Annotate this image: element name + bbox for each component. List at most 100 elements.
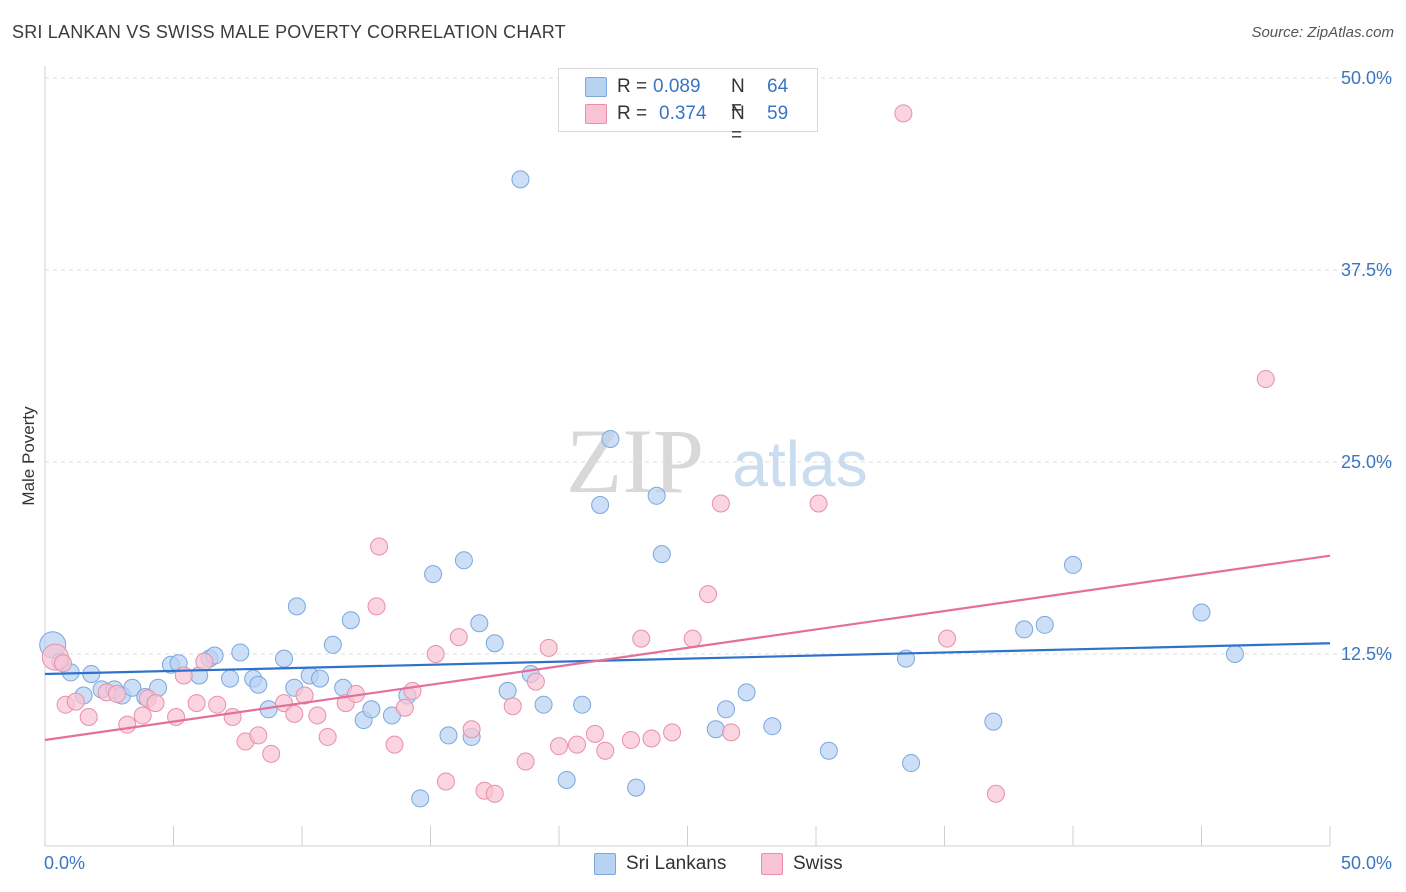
swiss-point <box>66 692 85 711</box>
sri-lankans-point <box>439 726 458 745</box>
sri-lankans-point <box>485 634 504 653</box>
swiss-point <box>986 784 1005 803</box>
sri-lankans-trend-line <box>44 642 1331 676</box>
swiss-swatch <box>585 104 607 124</box>
watermark-zip: ZIP <box>566 410 704 512</box>
swiss-point <box>385 735 404 754</box>
sri-lankans-point <box>984 712 1003 731</box>
legend-r-label: R = <box>617 76 653 97</box>
trend-lines <box>44 554 1331 742</box>
swiss-point <box>295 686 314 705</box>
swiss-point <box>223 707 242 726</box>
zipatlas-watermark: ZIP atlas <box>566 410 868 512</box>
sri-lankans-point <box>511 170 530 189</box>
swiss-point <box>449 628 468 647</box>
swiss-point <box>133 706 152 725</box>
swiss-point <box>118 715 137 734</box>
chart-title: SRI LANKAN VS SWISS MALE POVERTY CORRELA… <box>12 22 566 42</box>
swiss-point <box>370 537 389 556</box>
swiss-point <box>395 698 414 717</box>
axis-labels: 12.5% 25.0% 37.5% 50.0% 0.0% 50.0% <box>44 68 1392 873</box>
series-label-sri-lankans: Sri Lankans <box>626 853 727 874</box>
series-label-swiss: Swiss <box>793 853 843 874</box>
swiss-trend-line <box>44 554 1331 742</box>
sri-lankans-swatch <box>594 853 616 875</box>
sri-lankans-point <box>341 611 360 630</box>
sri-lankans-point <box>534 695 553 714</box>
swiss-point <box>722 723 741 742</box>
legend-r-label: R = <box>617 103 653 124</box>
x-tick-label: 50.0% <box>1341 853 1392 873</box>
sri-lankans-point <box>591 496 610 515</box>
correlation-legend: R = 0.089 N = 64 R = 0.374 N = 59 <box>558 68 818 146</box>
legend-n-value: 64 <box>767 76 789 97</box>
sri-lankans-point <box>1225 645 1244 663</box>
sri-lankans-point <box>310 669 329 688</box>
sri-lankans-point <box>819 741 838 760</box>
sri-lankans-point <box>1064 555 1082 574</box>
sri-lankans-point <box>323 635 342 654</box>
sri-lankans-point <box>498 681 517 700</box>
swiss-point <box>249 726 268 745</box>
axes <box>44 66 1331 847</box>
swiss-point <box>208 695 227 714</box>
swiss-point <box>318 727 337 746</box>
sri-lankans-point <box>601 429 620 448</box>
sri-lankans-point <box>647 486 666 505</box>
swiss-point <box>809 494 828 513</box>
sri-lankans-point <box>362 700 381 719</box>
legend-r-value: 0.374 <box>659 103 707 124</box>
sri-lankans-point <box>1015 620 1034 639</box>
sri-lankans-point <box>470 614 489 633</box>
swiss-point <box>596 741 615 760</box>
sri-lankans-point <box>706 720 725 739</box>
swiss-point <box>462 720 481 739</box>
swiss-point <box>642 729 661 748</box>
swiss-point <box>526 672 545 691</box>
swiss-point <box>683 629 702 648</box>
swiss-point <box>621 731 640 750</box>
sri-lankans-point <box>275 649 294 668</box>
swiss-point <box>503 697 522 716</box>
source-credit: Source: ZipAtlas.com <box>1251 24 1394 41</box>
sri-lankans-point <box>1192 603 1211 622</box>
sri-lankans-point <box>424 565 443 584</box>
swiss-point <box>146 694 165 713</box>
swiss-point <box>53 654 72 673</box>
sri-lankans-swatch <box>585 77 607 97</box>
y-axis-title: Male Poverty <box>19 406 38 506</box>
swiss-points <box>41 104 1275 803</box>
legend-n-label: N = <box>731 103 745 146</box>
swiss-point <box>1256 370 1275 389</box>
y-tick-label: 25.0% <box>1341 452 1392 472</box>
swiss-point <box>485 784 504 803</box>
swiss-point <box>711 494 730 513</box>
sri-lankans-point <box>717 700 736 719</box>
swiss-point <box>585 724 604 743</box>
swiss-point <box>938 629 957 648</box>
swiss-point <box>262 744 281 763</box>
swiss-point <box>107 684 126 703</box>
swiss-point <box>516 752 535 771</box>
sri-lankans-point <box>411 789 430 808</box>
swiss-point <box>367 597 386 616</box>
sri-lankans-point <box>221 669 240 688</box>
sri-lankans-point <box>231 643 250 662</box>
swiss-point <box>285 704 304 723</box>
swiss-swatch <box>761 853 783 875</box>
sri-lankans-point <box>1035 615 1054 634</box>
swiss-point <box>539 638 558 657</box>
sri-lankans-point <box>454 551 473 570</box>
swiss-point <box>567 735 586 754</box>
sri-lankans-point <box>123 678 142 697</box>
swiss-point <box>894 104 913 123</box>
swiss-point <box>426 645 445 663</box>
legend-r-value: 0.089 <box>653 76 701 97</box>
sri-lankans-point <box>249 675 268 694</box>
x-tick-label: 0.0% <box>44 853 85 873</box>
swiss-point <box>308 706 327 725</box>
y-tick-label: 50.0% <box>1341 68 1392 88</box>
sri-lankans-point <box>627 778 646 797</box>
y-tick-label: 12.5% <box>1341 644 1392 664</box>
